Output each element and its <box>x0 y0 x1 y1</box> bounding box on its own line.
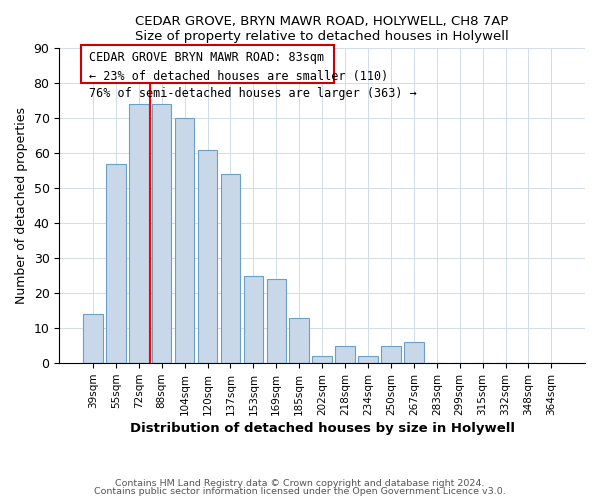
Bar <box>198 150 217 363</box>
Text: Contains HM Land Registry data © Crown copyright and database right 2024.: Contains HM Land Registry data © Crown c… <box>115 478 485 488</box>
Title: CEDAR GROVE, BRYN MAWR ROAD, HOLYWELL, CH8 7AP
Size of property relative to deta: CEDAR GROVE, BRYN MAWR ROAD, HOLYWELL, C… <box>135 15 509 43</box>
Bar <box>404 342 424 363</box>
Bar <box>266 279 286 363</box>
Text: Contains public sector information licensed under the Open Government Licence v3: Contains public sector information licen… <box>94 487 506 496</box>
Bar <box>244 276 263 363</box>
Bar <box>221 174 240 363</box>
Bar <box>335 346 355 363</box>
Bar <box>289 318 309 363</box>
Bar <box>83 314 103 363</box>
Bar <box>381 346 401 363</box>
Text: ← 23% of detached houses are smaller (110): ← 23% of detached houses are smaller (11… <box>89 70 388 83</box>
Bar <box>106 164 125 363</box>
Y-axis label: Number of detached properties: Number of detached properties <box>15 108 28 304</box>
X-axis label: Distribution of detached houses by size in Holywell: Distribution of detached houses by size … <box>130 422 515 435</box>
Bar <box>152 104 172 363</box>
Text: CEDAR GROVE BRYN MAWR ROAD: 83sqm: CEDAR GROVE BRYN MAWR ROAD: 83sqm <box>89 51 324 64</box>
Text: 76% of semi-detached houses are larger (363) →: 76% of semi-detached houses are larger (… <box>89 88 416 101</box>
Bar <box>175 118 194 363</box>
Bar <box>358 356 378 363</box>
Bar <box>129 104 149 363</box>
Bar <box>313 356 332 363</box>
